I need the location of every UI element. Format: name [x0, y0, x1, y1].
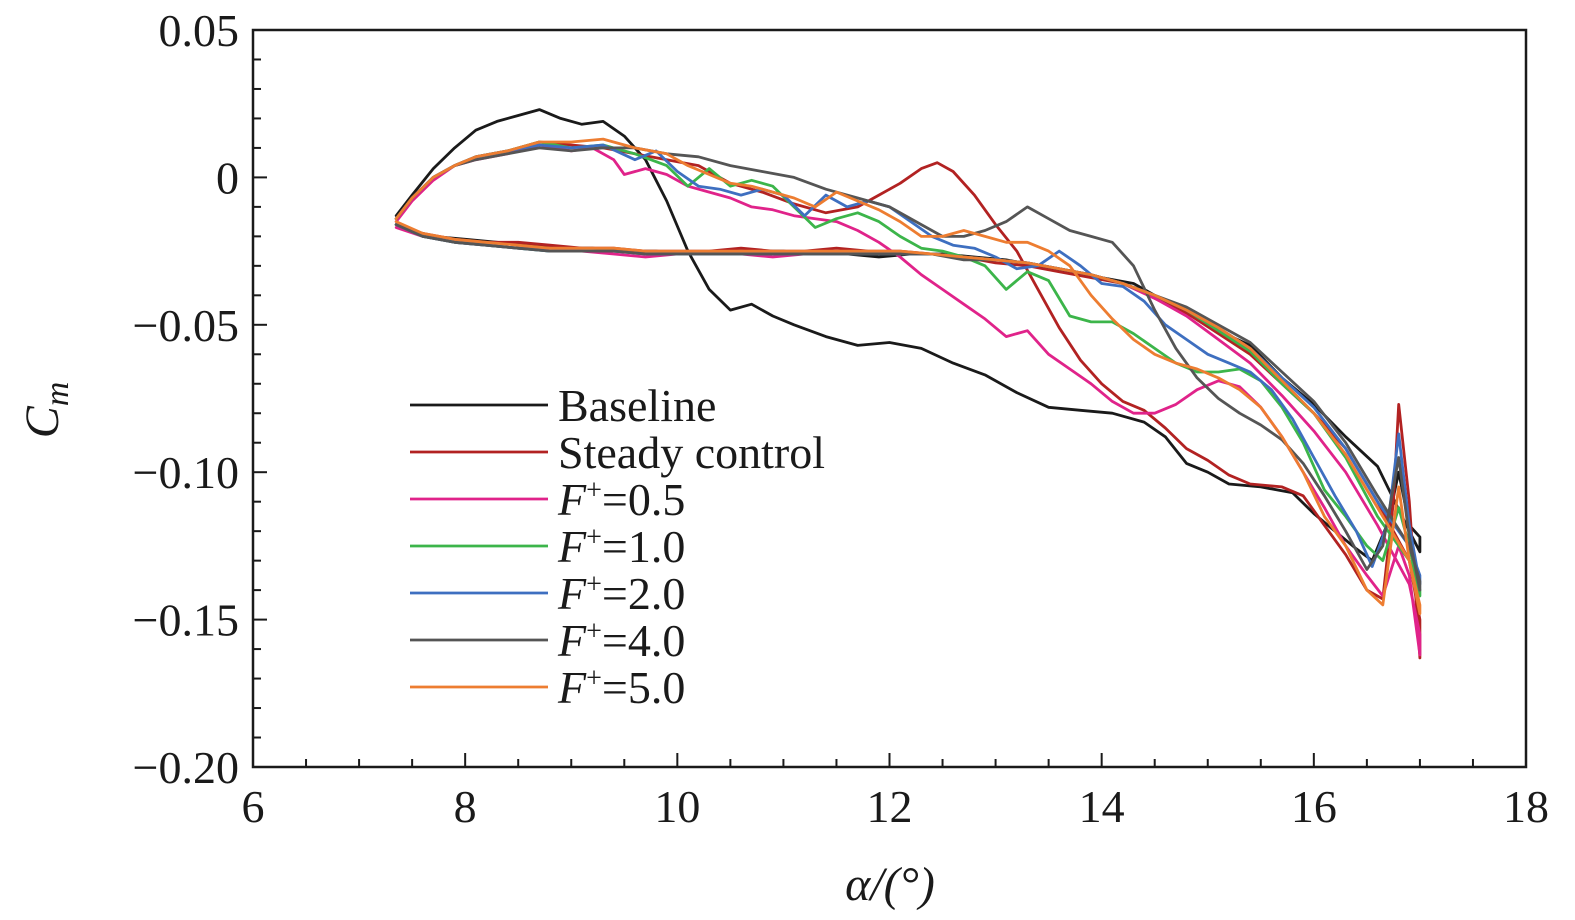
legend-entry: Baseline	[410, 380, 716, 431]
y-tick-label: 0.05	[159, 5, 240, 56]
legend-label: F+=1.0	[557, 521, 685, 572]
legend-entry: F+=0.5	[410, 474, 685, 525]
series-line-f-0-5	[394, 143, 1422, 657]
ticks-group	[252, 29, 1527, 768]
x-tick-label: 16	[1291, 781, 1337, 832]
legend-entry: Steady control	[410, 427, 825, 478]
series-group	[394, 108, 1422, 660]
y-tick-label: −0.10	[133, 447, 239, 498]
legend-label: F+=4.0	[557, 615, 685, 666]
legend-label: Steady control	[558, 427, 825, 478]
legend-entry: F+=4.0	[410, 615, 685, 666]
x-axis-title: α/(°)	[845, 858, 935, 911]
y-axis-title: Cm	[16, 382, 76, 439]
y-tick-label: −0.20	[133, 742, 239, 793]
legend-label: F+=0.5	[557, 474, 685, 525]
x-tick-labels: 6 8 10 12 14 16 18	[242, 781, 1550, 832]
x-tick-label: 10	[654, 781, 700, 832]
x-tick-label: 6	[242, 781, 265, 832]
y-tick-label: −0.15	[133, 595, 239, 646]
legend-entry: F+=2.0	[410, 568, 685, 619]
y-axis-title-main: C	[16, 405, 69, 438]
legend-label: F+=5.0	[557, 662, 685, 713]
x-tick-label: 8	[454, 781, 477, 832]
y-tick-labels: 0.05 0 −0.05 −0.10 −0.15 −0.20	[133, 5, 239, 793]
series-line-f-5-0	[394, 137, 1422, 616]
legend-entry: F+=1.0	[410, 521, 685, 572]
plot-frame	[251, 28, 1528, 769]
y-axis-title-subscript: m	[39, 382, 76, 407]
x-tick-label: 14	[1079, 781, 1125, 832]
legend-label: F+=2.0	[557, 568, 685, 619]
legend-label: Baseline	[558, 380, 716, 431]
series-line-f-4-0	[394, 146, 1422, 592]
y-tick-label: 0	[216, 152, 239, 203]
y-tick-label: −0.05	[133, 300, 239, 351]
series-line-f-1-0	[394, 140, 1422, 598]
x-tick-label: 12	[867, 781, 913, 832]
x-tick-label: 18	[1503, 781, 1549, 832]
legend-entry: F+=5.0	[410, 662, 685, 713]
